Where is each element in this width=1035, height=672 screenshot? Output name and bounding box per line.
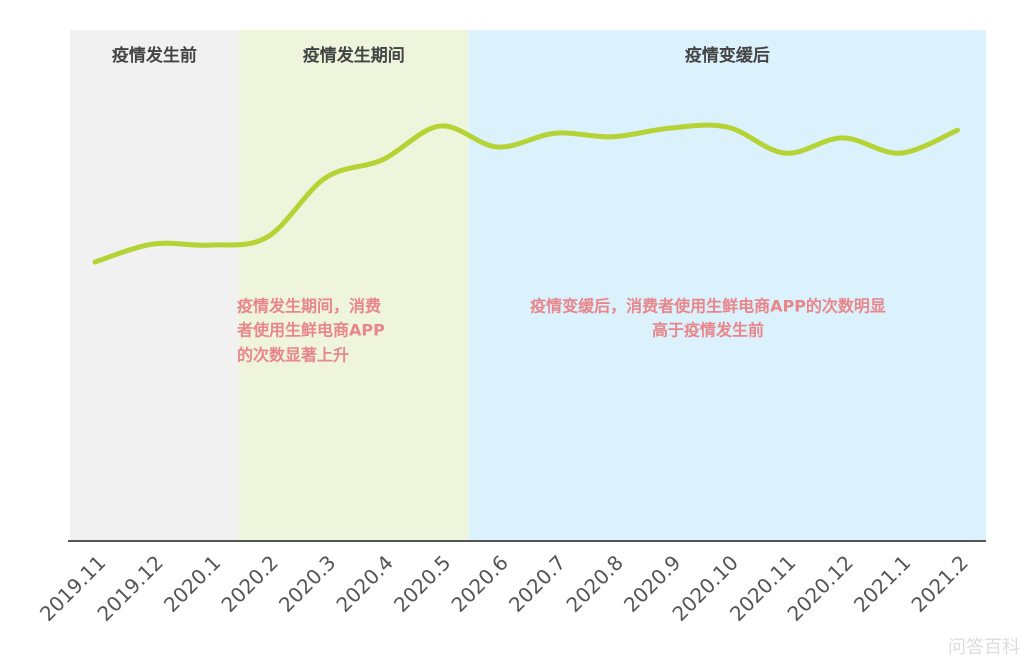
x-tick-label: 2020.1 (159, 550, 225, 616)
x-tick-label: 2020.2 (216, 550, 282, 616)
x-tick-label: 2020.7 (504, 550, 570, 616)
region (238, 30, 469, 541)
annotation: 者使用生鲜电商APP (236, 321, 385, 340)
annotation: 高于疫情发生前 (652, 321, 764, 340)
region-title: 疫情发生前 (112, 45, 197, 66)
x-tick-label: 2020.6 (446, 550, 512, 616)
annotation: 疫情变缓后，消费者使用生鲜电商APP的次数明显 (530, 297, 886, 316)
x-tick-label: 2021.2 (906, 550, 972, 616)
regions (70, 30, 986, 541)
x-tick-label: 2021.1 (849, 550, 915, 616)
region (468, 30, 986, 541)
line (92, 122, 960, 265)
region-title: 疫情发生期间 (303, 45, 405, 66)
annotation: 的次数显著上升 (237, 346, 349, 365)
x-tick-label: 2020.5 (389, 550, 455, 616)
annotation: 疫情发生期间，消费 (237, 297, 381, 316)
region (70, 30, 239, 541)
watermark: 问答百科 (948, 637, 1020, 658)
x-tick-label: 2020.8 (561, 550, 627, 616)
region-title: 疫情变缓后 (685, 45, 770, 66)
x-tick-label: 2020.4 (331, 550, 397, 616)
x-tick-label: 2020.3 (274, 550, 340, 616)
